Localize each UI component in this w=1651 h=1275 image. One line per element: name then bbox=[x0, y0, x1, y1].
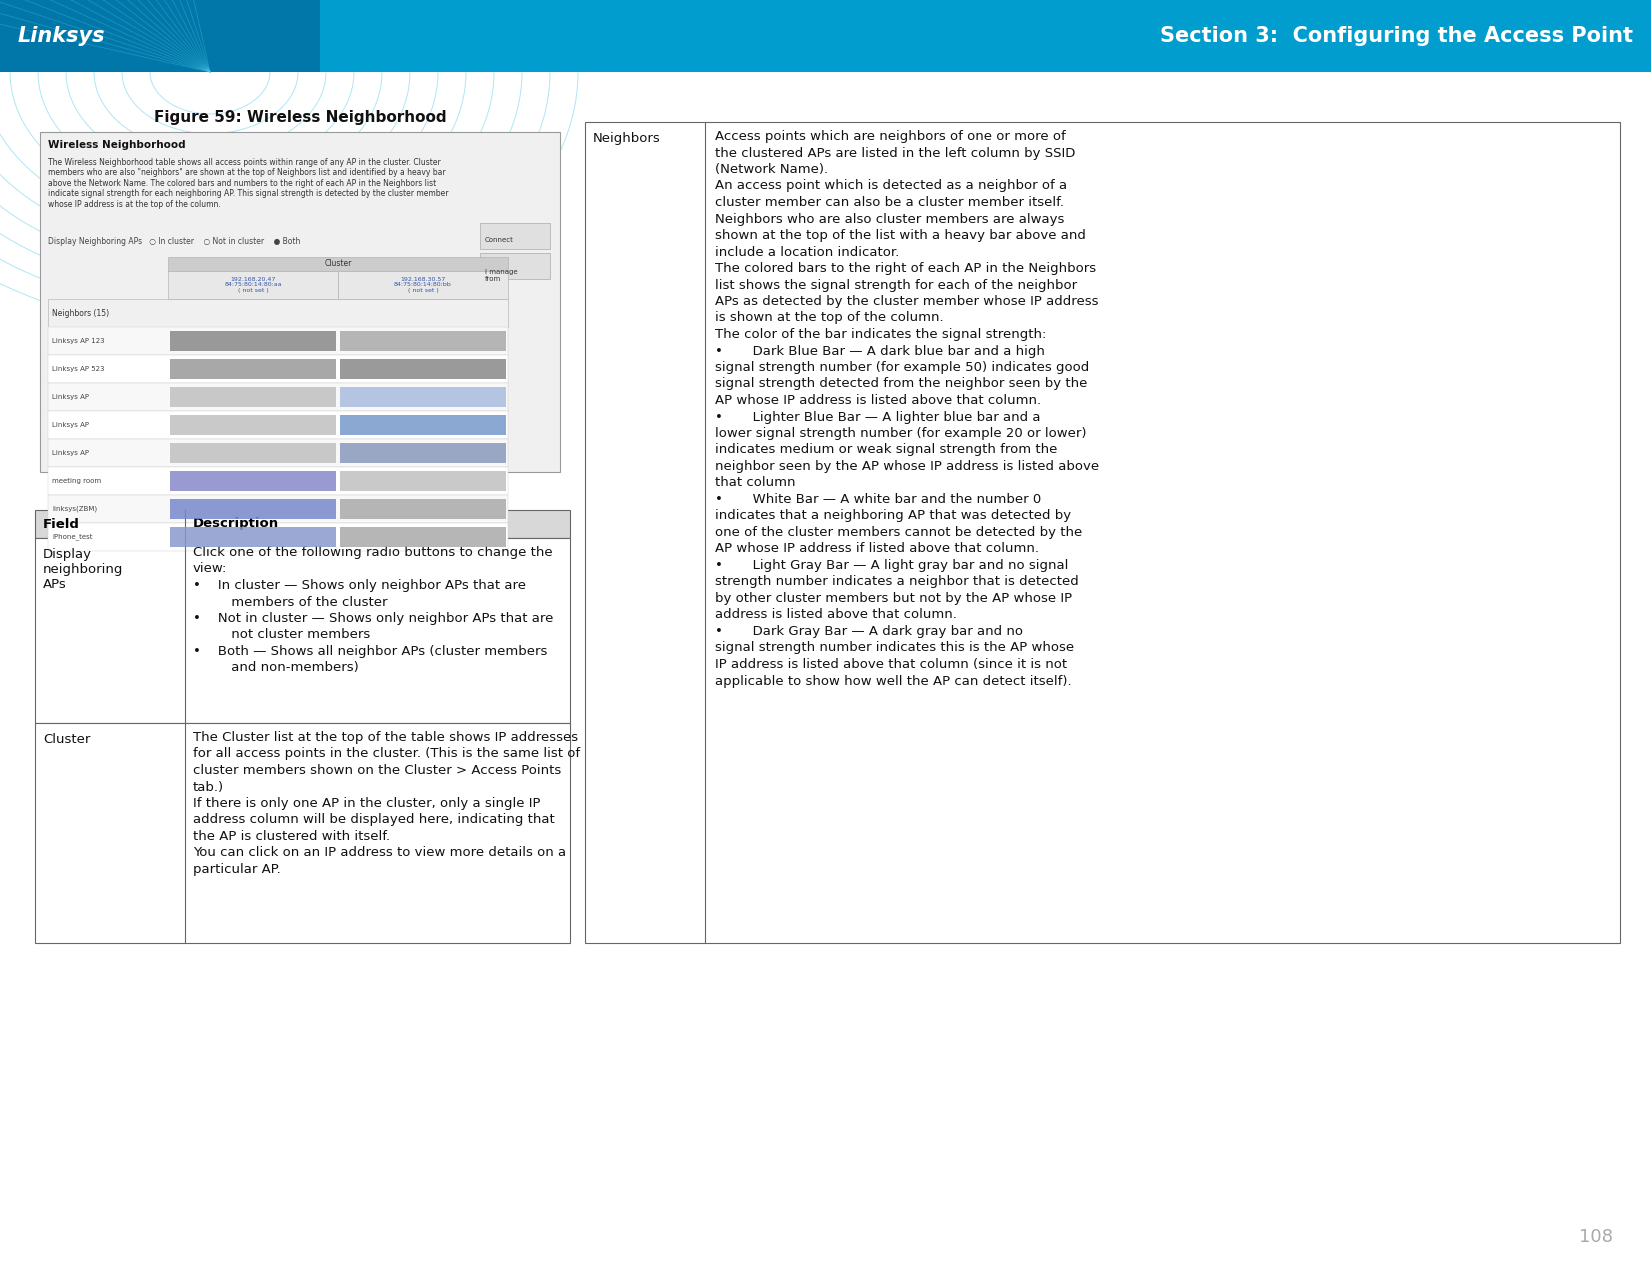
Bar bbox=[340, 470, 505, 491]
Bar bbox=[338, 272, 509, 300]
Bar bbox=[340, 388, 505, 407]
Text: Display
neighboring
APs: Display neighboring APs bbox=[43, 548, 124, 592]
Bar bbox=[170, 499, 337, 519]
Bar bbox=[0, 0, 320, 71]
Bar bbox=[480, 223, 550, 249]
Text: Click one of the following radio buttons to change the
view:
•    In cluster — S: Click one of the following radio buttons… bbox=[193, 546, 553, 674]
Bar bbox=[48, 354, 509, 382]
Bar bbox=[48, 300, 509, 326]
Bar bbox=[340, 527, 505, 547]
Text: Display Neighboring APs   ○ In cluster    ○ Not in cluster    ● Both: Display Neighboring APs ○ In cluster ○ N… bbox=[48, 237, 300, 246]
Bar bbox=[340, 499, 505, 519]
Text: Cluster: Cluster bbox=[43, 733, 91, 746]
Bar bbox=[170, 360, 337, 379]
Text: I manage
from: I manage from bbox=[485, 269, 518, 282]
Bar bbox=[48, 523, 509, 551]
Bar bbox=[170, 388, 337, 407]
Bar bbox=[170, 470, 337, 491]
Text: Connect: Connect bbox=[485, 237, 513, 244]
Text: Description: Description bbox=[193, 518, 279, 530]
Bar bbox=[480, 252, 550, 279]
Text: Neighbors (15): Neighbors (15) bbox=[51, 309, 109, 317]
Text: iPhone_test: iPhone_test bbox=[51, 534, 92, 541]
Text: Linksys: Linksys bbox=[18, 26, 106, 46]
Bar bbox=[170, 442, 337, 463]
Text: Cluster: Cluster bbox=[324, 260, 352, 269]
Text: The Cluster list at the top of the table shows IP addresses
for all access point: The Cluster list at the top of the table… bbox=[193, 731, 580, 876]
Text: Table 72: Wireless Neighborhood Information: Table 72: Wireless Neighborhood Informat… bbox=[106, 490, 495, 505]
Bar bbox=[0, 0, 1651, 71]
Text: Linksys AP 123: Linksys AP 123 bbox=[51, 338, 104, 344]
Bar bbox=[340, 442, 505, 463]
Bar bbox=[35, 510, 570, 538]
Bar bbox=[48, 326, 509, 354]
Bar bbox=[40, 133, 560, 472]
Text: Figure 59: Wireless Neighborhood: Figure 59: Wireless Neighborhood bbox=[154, 110, 446, 125]
Bar bbox=[170, 527, 337, 547]
Text: Linksys AP: Linksys AP bbox=[51, 422, 89, 428]
Bar bbox=[35, 538, 570, 723]
Text: Section 3:  Configuring the Access Point: Section 3: Configuring the Access Point bbox=[1161, 26, 1633, 46]
Text: Linksys AP 523: Linksys AP 523 bbox=[51, 366, 104, 372]
Text: Access points which are neighbors of one or more of
the clustered APs are listed: Access points which are neighbors of one… bbox=[715, 130, 1100, 687]
Bar bbox=[48, 411, 509, 439]
Text: Wireless Neighborhood: Wireless Neighborhood bbox=[48, 140, 185, 150]
Bar bbox=[170, 332, 337, 351]
Text: Field: Field bbox=[43, 518, 79, 530]
Text: Linksys AP: Linksys AP bbox=[51, 394, 89, 400]
Text: 192.168.30.57
84:75:80:14:80:bb
( not set ): 192.168.30.57 84:75:80:14:80:bb ( not se… bbox=[395, 277, 452, 293]
Bar bbox=[48, 495, 509, 523]
Bar bbox=[168, 258, 509, 272]
Bar bbox=[48, 382, 509, 411]
Bar bbox=[35, 723, 570, 944]
Bar bbox=[340, 332, 505, 351]
Bar bbox=[48, 439, 509, 467]
Bar bbox=[340, 414, 505, 435]
Text: linksys(ZBM): linksys(ZBM) bbox=[51, 506, 97, 513]
Text: meeting room: meeting room bbox=[51, 478, 101, 484]
Bar bbox=[48, 467, 509, 495]
Text: The Wireless Neighborhood table shows all access points within range of any AP i: The Wireless Neighborhood table shows al… bbox=[48, 158, 449, 209]
Text: Linksys AP: Linksys AP bbox=[51, 450, 89, 456]
Text: 108: 108 bbox=[1578, 1228, 1613, 1246]
Text: 192.168.20.47
84:75:80:14:80:aa
( not set ): 192.168.20.47 84:75:80:14:80:aa ( not se… bbox=[225, 277, 282, 293]
Bar bbox=[584, 122, 1620, 944]
Bar bbox=[168, 272, 338, 300]
Text: Neighbors: Neighbors bbox=[593, 133, 660, 145]
Bar bbox=[170, 414, 337, 435]
Bar bbox=[340, 360, 505, 379]
